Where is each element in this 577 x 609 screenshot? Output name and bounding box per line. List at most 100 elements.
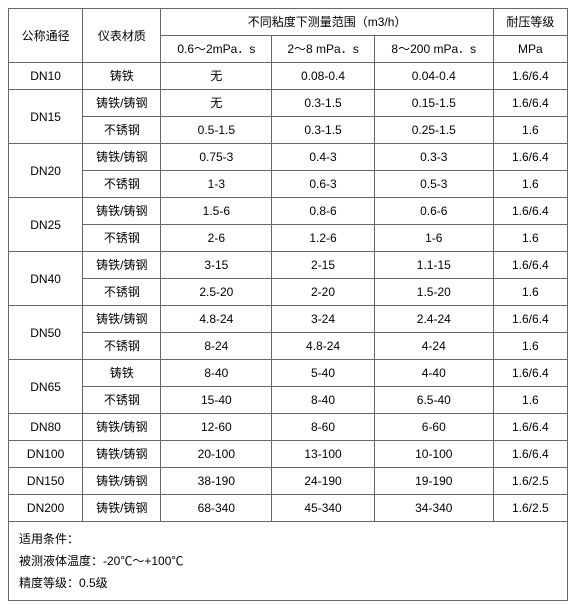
notes-line2: 被测液体温度：-20℃～+100℃ bbox=[19, 550, 557, 572]
cell-mat: 铸铁/铸钢 bbox=[83, 441, 161, 468]
cell-v1: 68-340 bbox=[161, 495, 272, 522]
cell-mat: 铸铁 bbox=[83, 63, 161, 90]
cell-mat: 铸铁/铸钢 bbox=[83, 468, 161, 495]
cell-p: 1.6/6.4 bbox=[493, 144, 567, 171]
cell-v2: 5-40 bbox=[272, 360, 375, 387]
table-row: 不锈钢8-244.8-244-241.6 bbox=[9, 333, 568, 360]
cell-p: 1.6/6.4 bbox=[493, 252, 567, 279]
cell-v2: 8-40 bbox=[272, 387, 375, 414]
cell-v3: 1.5-20 bbox=[374, 279, 493, 306]
cell-mat: 铸铁/铸钢 bbox=[83, 414, 161, 441]
header-pressure: 耐压等级 bbox=[493, 9, 567, 36]
cell-dn: DN10 bbox=[9, 63, 83, 90]
cell-v1: 15-40 bbox=[161, 387, 272, 414]
cell-v1: 0.5-1.5 bbox=[161, 117, 272, 144]
cell-mat: 不锈钢 bbox=[83, 387, 161, 414]
table-row: DN80铸铁/铸钢12-608-606-601.6/6.4 bbox=[9, 414, 568, 441]
cell-v1: 4.8-24 bbox=[161, 306, 272, 333]
cell-v3: 4-40 bbox=[374, 360, 493, 387]
cell-v1: 无 bbox=[161, 63, 272, 90]
cell-v2: 45-340 bbox=[272, 495, 375, 522]
header-col2: 2～8 mPa．s bbox=[272, 36, 375, 63]
cell-v1: 1.5-6 bbox=[161, 198, 272, 225]
cell-v1: 8-24 bbox=[161, 333, 272, 360]
cell-mat: 不锈钢 bbox=[83, 117, 161, 144]
cell-v2: 24-190 bbox=[272, 468, 375, 495]
cell-v2: 2-15 bbox=[272, 252, 375, 279]
cell-mat: 铸铁/铸钢 bbox=[83, 252, 161, 279]
header-range-group: 不同粘度下测量范围（m3/h） bbox=[161, 9, 493, 36]
cell-v3: 0.3-3 bbox=[374, 144, 493, 171]
header-col1: 0.6～2mPa．s bbox=[161, 36, 272, 63]
cell-dn: DN80 bbox=[9, 414, 83, 441]
cell-mat: 铸铁/铸钢 bbox=[83, 495, 161, 522]
cell-v1: 38-190 bbox=[161, 468, 272, 495]
cell-v3: 10-100 bbox=[374, 441, 493, 468]
cell-dn: DN200 bbox=[9, 495, 83, 522]
notes-line3: 精度等级：0.5级 bbox=[19, 572, 557, 594]
cell-v2: 8-60 bbox=[272, 414, 375, 441]
table-row: DN40铸铁/铸钢3-152-151.1-151.6/6.4 bbox=[9, 252, 568, 279]
header-col3: 8～200 mPa．s bbox=[374, 36, 493, 63]
cell-p: 1.6 bbox=[493, 387, 567, 414]
cell-p: 1.6 bbox=[493, 333, 567, 360]
cell-v1: 8-40 bbox=[161, 360, 272, 387]
cell-v1: 2-6 bbox=[161, 225, 272, 252]
cell-v3: 6.5-40 bbox=[374, 387, 493, 414]
cell-mat: 不锈钢 bbox=[83, 279, 161, 306]
cell-dn: DN50 bbox=[9, 306, 83, 360]
cell-mat: 铸铁 bbox=[83, 360, 161, 387]
table-row: DN50铸铁/铸钢4.8-243-242.4-241.6/6.4 bbox=[9, 306, 568, 333]
table-row: DN25铸铁/铸钢1.5-60.8-60.6-61.6/6.4 bbox=[9, 198, 568, 225]
cell-v3: 0.15-1.5 bbox=[374, 90, 493, 117]
cell-v3: 0.04-0.4 bbox=[374, 63, 493, 90]
cell-mat: 铸铁/铸钢 bbox=[83, 198, 161, 225]
cell-v2: 0.08-0.4 bbox=[272, 63, 375, 90]
cell-v1: 20-100 bbox=[161, 441, 272, 468]
cell-v3: 0.25-1.5 bbox=[374, 117, 493, 144]
table-row: 不锈钢1-30.6-30.5-31.6 bbox=[9, 171, 568, 198]
table-row: DN200铸铁/铸钢68-34045-34034-3401.6/2.5 bbox=[9, 495, 568, 522]
cell-p: 1.6/6.4 bbox=[493, 414, 567, 441]
cell-v2: 13-100 bbox=[272, 441, 375, 468]
cell-v1: 2.5-20 bbox=[161, 279, 272, 306]
cell-p: 1.6/6.4 bbox=[493, 63, 567, 90]
cell-v1: 0.75-3 bbox=[161, 144, 272, 171]
cell-v1: 1-3 bbox=[161, 171, 272, 198]
cell-v1: 3-15 bbox=[161, 252, 272, 279]
notes-section: 适用条件： 被测液体温度：-20℃～+100℃ 精度等级：0.5级 bbox=[8, 522, 568, 601]
cell-mat: 铸铁/铸钢 bbox=[83, 90, 161, 117]
cell-p: 1.6 bbox=[493, 225, 567, 252]
cell-v3: 1.1-15 bbox=[374, 252, 493, 279]
cell-v2: 3-24 bbox=[272, 306, 375, 333]
cell-v3: 6-60 bbox=[374, 414, 493, 441]
cell-v3: 0.6-6 bbox=[374, 198, 493, 225]
cell-dn: DN40 bbox=[9, 252, 83, 306]
cell-p: 1.6/6.4 bbox=[493, 360, 567, 387]
cell-v3: 4-24 bbox=[374, 333, 493, 360]
header-pressure-unit: MPa bbox=[493, 36, 567, 63]
header-nominal-dia: 公称通径 bbox=[9, 9, 83, 63]
cell-dn: DN65 bbox=[9, 360, 83, 414]
cell-mat: 铸铁/铸钢 bbox=[83, 144, 161, 171]
cell-p: 1.6/2.5 bbox=[493, 468, 567, 495]
cell-v2: 0.8-6 bbox=[272, 198, 375, 225]
table-row: DN100铸铁/铸钢20-10013-10010-1001.6/6.4 bbox=[9, 441, 568, 468]
cell-dn: DN100 bbox=[9, 441, 83, 468]
cell-v2: 2-20 bbox=[272, 279, 375, 306]
cell-v2: 0.3-1.5 bbox=[272, 117, 375, 144]
cell-v3: 34-340 bbox=[374, 495, 493, 522]
table-row: DN10铸铁无0.08-0.40.04-0.41.6/6.4 bbox=[9, 63, 568, 90]
cell-p: 1.6 bbox=[493, 171, 567, 198]
cell-v3: 19-190 bbox=[374, 468, 493, 495]
spec-table: 公称通径 仪表材质 不同粘度下测量范围（m3/h） 耐压等级 0.6～2mPa．… bbox=[8, 8, 568, 522]
header-material: 仪表材质 bbox=[83, 9, 161, 63]
cell-p: 1.6/6.4 bbox=[493, 198, 567, 225]
cell-v1: 12-60 bbox=[161, 414, 272, 441]
cell-v2: 4.8-24 bbox=[272, 333, 375, 360]
cell-dn: DN150 bbox=[9, 468, 83, 495]
cell-dn: DN15 bbox=[9, 90, 83, 144]
cell-mat: 不锈钢 bbox=[83, 171, 161, 198]
cell-p: 1.6/6.4 bbox=[493, 90, 567, 117]
table-row: 不锈钢0.5-1.50.3-1.50.25-1.51.6 bbox=[9, 117, 568, 144]
